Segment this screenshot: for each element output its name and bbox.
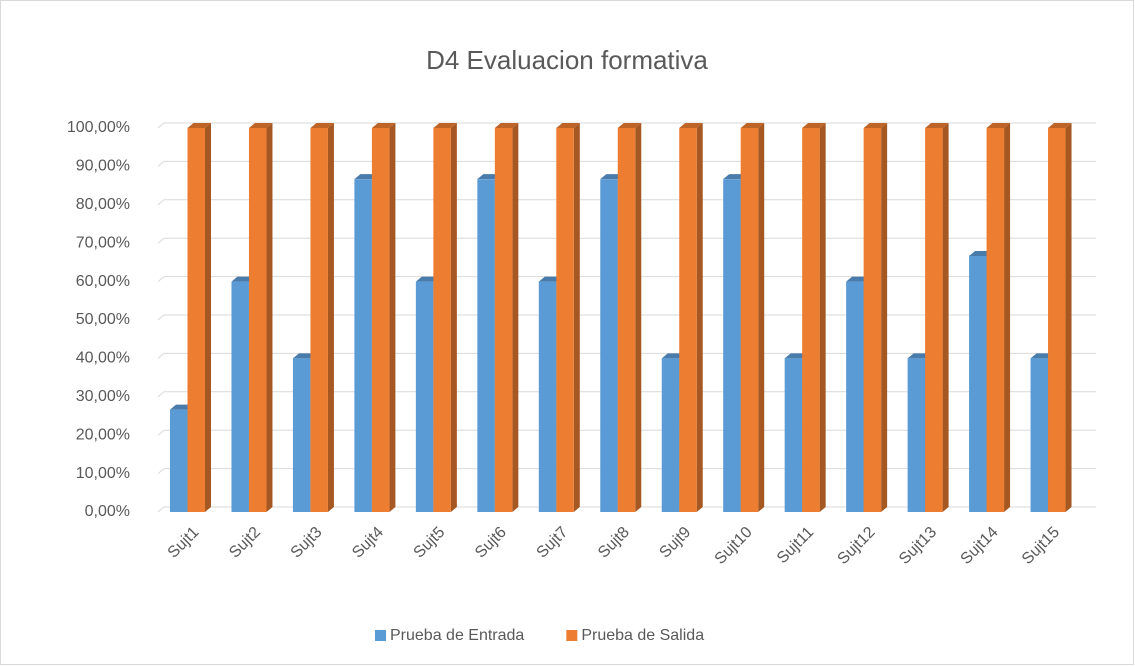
bar-top: [371, 123, 396, 128]
bar: [907, 358, 926, 512]
bar: [1030, 358, 1049, 512]
grid-line-depth: [157, 506, 165, 513]
bar: [986, 128, 1005, 512]
bar-top: [802, 123, 826, 128]
grid-line-depth: [157, 314, 165, 321]
legend-label: Prueba de Entrada: [390, 627, 524, 644]
bar-side: [696, 123, 703, 512]
bar-top: [925, 123, 949, 128]
grid-line-depth: [157, 161, 165, 167]
y-tick-label: 20,00%: [76, 426, 130, 443]
bar: [231, 281, 249, 512]
bar: [661, 358, 680, 512]
grid-line-depth: [157, 429, 165, 436]
bar-side: [266, 123, 273, 512]
y-tick-label: 0,00%: [85, 503, 130, 520]
bar: [187, 128, 205, 512]
bar-top: [986, 123, 1011, 128]
bar-top: [248, 123, 273, 128]
y-tick-label: 60,00%: [76, 273, 130, 290]
bar-top: [187, 123, 211, 128]
bar: [925, 128, 943, 512]
bar: [371, 128, 390, 512]
legend-label: Prueba de Salida: [581, 627, 704, 644]
bar: [617, 128, 636, 512]
y-tick-label: 10,00%: [76, 465, 130, 482]
bar: [679, 128, 697, 512]
bar-side: [942, 123, 949, 512]
y-tick-label: 100,00%: [67, 119, 130, 136]
grid-line-depth: [157, 353, 165, 359]
bar-side: [819, 123, 826, 512]
grid-line-depth: [157, 199, 165, 206]
y-tick-label: 70,00%: [76, 234, 130, 251]
bar-top: [433, 123, 457, 128]
grid-line-depth: [157, 237, 165, 244]
bar-side: [1065, 123, 1072, 512]
bar: [292, 358, 311, 512]
bar: [477, 179, 495, 512]
bar: [494, 128, 513, 512]
bar-side: [327, 123, 334, 512]
legend-swatch: [566, 630, 578, 641]
y-tick-label: 40,00%: [76, 350, 130, 367]
bar-side: [450, 123, 457, 512]
bar: [433, 128, 451, 512]
bar-side: [881, 123, 888, 512]
grid-line-depth: [157, 468, 165, 474]
bar-side: [389, 123, 396, 512]
bar: [170, 409, 188, 512]
bar-top: [494, 123, 519, 128]
bar-side: [205, 123, 211, 512]
bar: [248, 128, 267, 512]
bar: [863, 128, 882, 512]
bar-side: [635, 123, 642, 512]
y-tick-label: 80,00%: [76, 196, 130, 213]
bar: [723, 179, 741, 512]
bar-top: [740, 123, 765, 128]
bar-top: [863, 123, 888, 128]
bar-top: [556, 123, 580, 128]
bar: [556, 128, 574, 512]
bar: [784, 358, 803, 512]
bar-side: [758, 123, 765, 512]
bar: [802, 128, 820, 512]
grid-line-depth: [157, 122, 165, 129]
bar: [538, 281, 557, 512]
bar-top: [679, 123, 703, 128]
bar: [1048, 128, 1066, 512]
grid-line-depth: [157, 391, 165, 398]
y-tick-label: 30,00%: [76, 388, 130, 405]
bar-top: [1048, 123, 1072, 128]
bar-side: [1004, 123, 1011, 512]
bar-side: [512, 123, 519, 512]
legend-swatch: [375, 630, 386, 641]
bar: [310, 128, 328, 512]
y-tick-label: 50,00%: [76, 311, 130, 328]
grid-line-depth: [157, 276, 165, 282]
bar: [354, 179, 372, 512]
bar: [600, 179, 618, 512]
bar-side: [573, 123, 580, 512]
bar: [415, 281, 434, 512]
bar: [740, 128, 759, 512]
bar-top: [310, 123, 334, 128]
y-tick-label: 90,00%: [76, 158, 130, 175]
bar: [846, 281, 864, 512]
chart-title: D4 Evaluacion formativa: [426, 45, 708, 75]
bar: [969, 255, 987, 513]
bar-top: [617, 123, 642, 128]
